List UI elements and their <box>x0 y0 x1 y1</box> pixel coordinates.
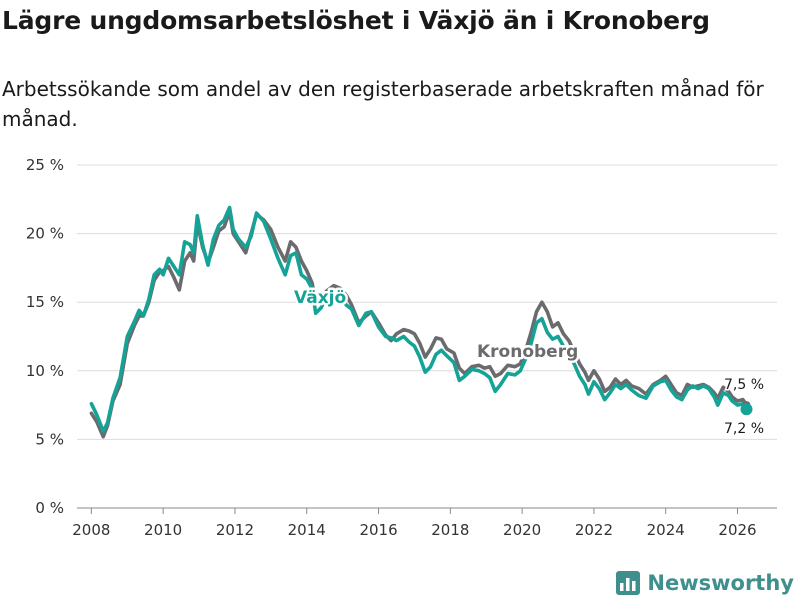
series-label-vaxjo: Växjö <box>294 288 346 308</box>
x-tick-label: 2008 <box>72 521 110 539</box>
y-tick-label: 0 % <box>35 499 64 517</box>
newsworthy-logo-icon <box>616 571 641 595</box>
y-tick-label: 10 % <box>26 362 64 380</box>
y-tick-label: 5 % <box>35 430 64 448</box>
x-tick-label: 2020 <box>503 521 541 539</box>
x-tick-label: 2018 <box>431 521 469 539</box>
x-tick-label: 2012 <box>216 521 254 539</box>
x-tick-label: 2026 <box>718 521 756 539</box>
y-tick-label: 20 % <box>26 225 64 243</box>
x-tick-label: 2024 <box>647 521 685 539</box>
x-tick-label: 2014 <box>288 521 326 539</box>
end-label-vaxjo: 7,2 % <box>724 421 764 437</box>
x-tick-label: 2016 <box>359 521 397 539</box>
end-label-kronoberg: 7,5 % <box>724 377 764 393</box>
brand-logo: Newsworthy <box>615 570 794 596</box>
chart-title: Lägre ungdomsarbetslöshet i Växjö än i K… <box>2 6 710 35</box>
end-point-vxj <box>740 403 753 416</box>
series-label-kronoberg: Kronoberg <box>477 342 578 362</box>
chart-subtitle: Arbetssökande som andel av den registerb… <box>2 77 764 131</box>
series-line-vxj <box>89 205 749 433</box>
y-tick-label: 25 % <box>26 156 64 174</box>
x-tick-label: 2022 <box>575 521 613 539</box>
y-tick-label: 15 % <box>26 293 64 311</box>
x-tick-label: 2010 <box>144 521 182 539</box>
brand-name: Newsworthy <box>647 571 794 595</box>
